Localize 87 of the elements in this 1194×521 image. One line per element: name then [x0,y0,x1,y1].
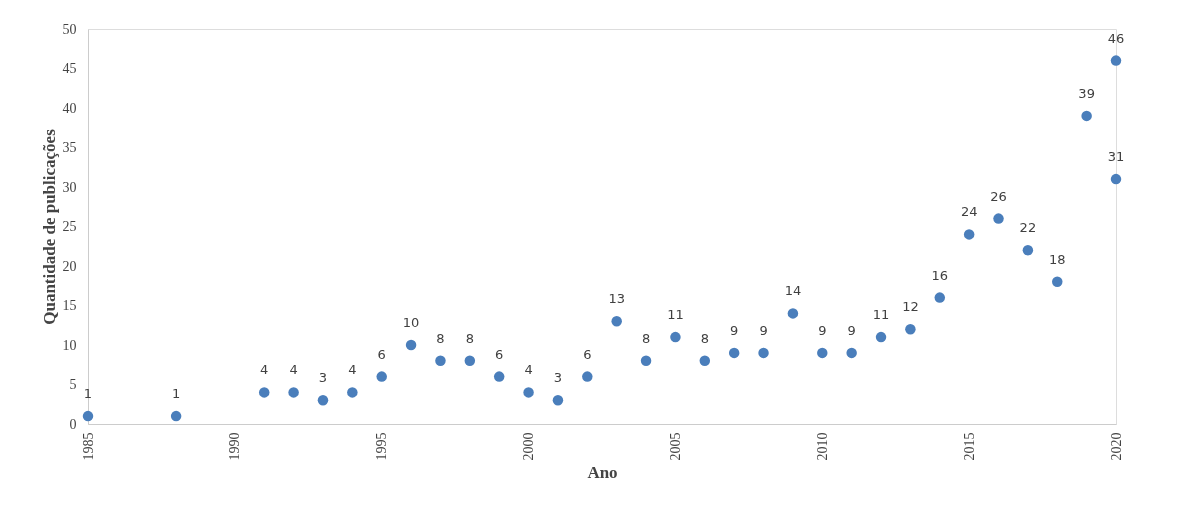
y-tick-label: 5 [69,377,77,392]
y-tick-label: 25 [62,219,77,234]
point [1052,276,1063,288]
point [670,331,681,343]
data-label: 9 [759,322,768,338]
y-tick-label: 0 [69,416,77,432]
data-label: 12 [902,299,919,315]
point [787,308,799,319]
y-tick-label: 10 [62,337,77,353]
x-tick-label: 2015 [961,432,977,461]
point [464,355,476,367]
data-label: 31 [1107,149,1125,165]
data-label: 4 [289,362,298,378]
y-tick-label: 45 [62,61,77,76]
data-label: 1 [83,386,93,402]
data-label: 6 [377,346,386,362]
point [493,371,505,382]
point [875,331,887,343]
y-tick-label: 15 [62,298,77,313]
data-label: 8 [700,330,709,346]
point [288,387,299,398]
data-label: 46 [1107,30,1125,46]
point [170,410,182,422]
data-label: 4 [348,362,357,378]
x-tick-label: 2005 [667,432,683,461]
point [82,410,94,422]
point [435,355,446,367]
point [1022,244,1034,256]
x-tick-label: 2000 [521,432,537,461]
point [993,213,1004,224]
point [347,387,358,398]
data-label: 6 [495,346,504,362]
x-tick-label: 2010 [814,432,830,461]
point [1110,173,1122,185]
data-label: 6 [583,346,592,362]
y-tick-label: 30 [62,179,77,195]
point [552,395,564,406]
data-label: 10 [402,315,420,330]
data-label: 26 [990,188,1007,204]
point [963,229,975,240]
data-label: 22 [1019,220,1037,236]
point [699,355,711,367]
point [817,347,828,359]
data-label: 9 [847,322,856,338]
point [1081,110,1092,122]
data-label: 8 [641,330,651,346]
x-axis-title: Ano [587,462,618,482]
data-label: 9 [730,322,739,338]
data-label: 39 [1078,85,1095,101]
data-label: 1 [171,386,181,402]
y-axis-title: Quantidade de publicações [39,128,59,325]
point [934,292,946,303]
y-tick-label: 50 [62,21,77,37]
x-tick-label: 1985 [80,432,96,461]
data-label: 16 [931,267,949,283]
point [258,387,270,398]
data-label: 18 [1048,251,1066,267]
point [640,355,652,367]
point [582,371,593,382]
data-label: 8 [465,330,474,346]
point [905,323,916,335]
x-tick-label: 2020 [1108,432,1124,461]
y-tick-label: 40 [62,100,77,116]
point [728,347,740,359]
point [846,347,857,359]
y-tick-label: 20 [62,258,77,274]
point [405,339,417,351]
point [317,395,329,406]
x-tick-label: 1990 [227,432,243,461]
data-label: 4 [524,362,533,378]
y-tick-label: 35 [62,140,77,155]
data-label: 4 [260,362,269,378]
data-label: 3 [318,370,328,386]
point [376,371,387,382]
data-label: 14 [784,283,802,299]
data-label: 3 [553,370,563,386]
point [523,387,534,398]
point [611,316,622,327]
data-label: 11 [667,307,684,323]
data-label: 13 [608,291,625,307]
data-label: 8 [436,330,445,346]
x-tick-label: 1995 [374,432,390,461]
point [758,347,769,359]
data-label: 24 [960,204,978,220]
data-label: 11 [872,307,890,323]
point [1110,55,1122,66]
data-label: 9 [818,322,827,338]
